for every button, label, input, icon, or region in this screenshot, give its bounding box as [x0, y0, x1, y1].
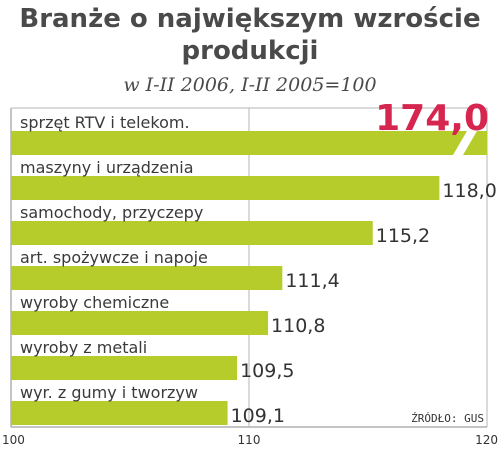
tick-label: 100: [2, 433, 25, 447]
bar: [11, 176, 440, 200]
value-label: 110,8: [271, 315, 325, 337]
bar: [11, 311, 269, 335]
tick-label: 120: [475, 433, 498, 447]
category-label: sprzęt RTV i telekom.: [20, 113, 190, 132]
category-label: maszyny i urządzenia: [20, 158, 194, 177]
bar: [11, 356, 238, 380]
tick-label: 110: [238, 433, 261, 447]
category-label: art. spożywcze i napoje: [20, 248, 208, 267]
source-note: ŹRÓDŁO: GUS: [411, 412, 484, 425]
category-label: samochody, przyczepy: [20, 203, 203, 222]
bar: [11, 401, 228, 425]
category-label: wyroby z metali: [20, 338, 147, 357]
bar-break-mark: [453, 131, 477, 155]
chart-subtitle: w I-II 2006, I-II 2005=100: [123, 74, 377, 96]
category-label: wyroby chemiczne: [20, 293, 169, 312]
chart-title-line2: produkcji: [181, 36, 319, 66]
value-label: 109,1: [231, 405, 285, 427]
bar: [11, 266, 283, 290]
category-label: wyr. z gumy i tworzyw: [20, 383, 198, 402]
chart-title-line1: Branże o największym wzroście: [19, 4, 481, 34]
value-label: 174,0: [375, 98, 489, 139]
value-label: 115,2: [376, 225, 430, 247]
bar: [11, 131, 487, 155]
bar: [11, 221, 373, 245]
value-label: 109,5: [240, 360, 294, 382]
value-label: 118,0: [442, 180, 496, 202]
value-label: 111,4: [285, 270, 339, 292]
